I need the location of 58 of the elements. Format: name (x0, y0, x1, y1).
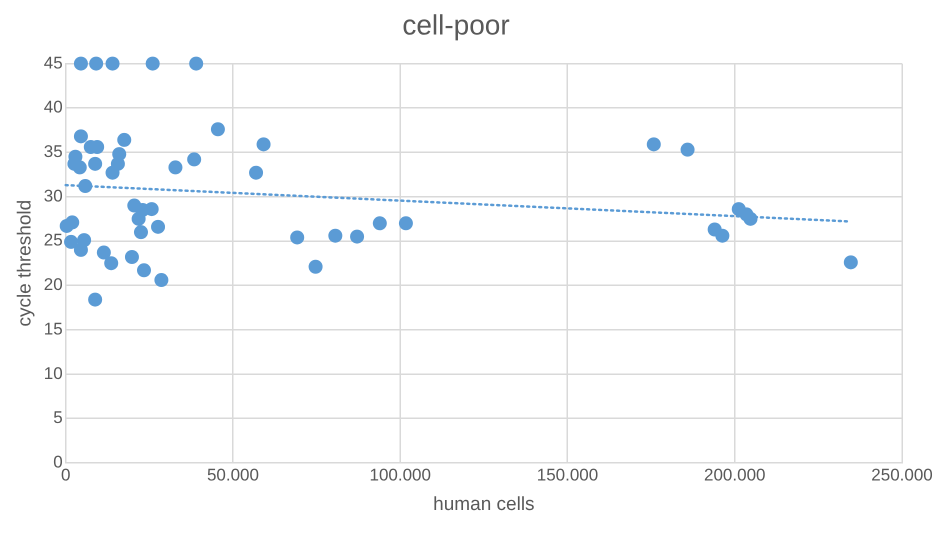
y-tick-label: 35 (44, 142, 63, 161)
point (151, 220, 166, 234)
point (106, 56, 120, 71)
x-tick-label: 150.000 (536, 466, 598, 485)
point (680, 142, 695, 157)
point (256, 137, 271, 152)
point (65, 215, 80, 230)
point (210, 122, 225, 136)
point (350, 230, 364, 244)
point (844, 255, 858, 270)
y-tick-label: 25 (44, 230, 63, 250)
point (117, 132, 132, 147)
point (77, 233, 92, 248)
point (743, 212, 758, 226)
y-tick-label: 30 (44, 186, 63, 206)
point (74, 56, 88, 71)
point (74, 129, 88, 144)
point (144, 202, 159, 216)
y-axis-title: cycle threshold (14, 200, 36, 327)
point (104, 256, 118, 270)
y-tick-label: 10 (44, 364, 63, 383)
point (290, 230, 304, 244)
point (168, 160, 182, 174)
y-tick-label: 40 (44, 98, 63, 117)
point (249, 166, 264, 180)
x-tick-label: 250.000 (871, 466, 933, 485)
x-tick-label: 100.000 (370, 466, 431, 485)
point (646, 137, 661, 152)
y-tick-label: 15 (44, 319, 63, 338)
y-tick-label: 20 (44, 275, 63, 294)
point (78, 179, 92, 194)
chart-title: cell-poor (402, 10, 510, 41)
point (372, 216, 387, 230)
point (134, 225, 148, 240)
x-tick-label: 50.000 (206, 466, 259, 485)
y-tick-label: 45 (44, 53, 63, 72)
point (124, 250, 139, 264)
point (89, 56, 104, 71)
point (64, 234, 78, 249)
x-axis-title: human cells (433, 494, 535, 515)
x-tick-label: 200.000 (704, 466, 766, 485)
point (88, 292, 102, 307)
point (154, 273, 168, 288)
point (88, 156, 102, 171)
point (189, 56, 204, 71)
point (308, 260, 323, 274)
point (96, 246, 111, 260)
point (72, 160, 87, 174)
point (106, 166, 120, 180)
point (328, 228, 342, 243)
point (398, 216, 413, 230)
point (187, 152, 202, 166)
y-tick-label: 0 (53, 452, 63, 472)
point (132, 212, 146, 226)
point (715, 228, 730, 243)
point (146, 56, 160, 71)
y-tick-label: 5 (53, 408, 63, 428)
point (136, 263, 151, 278)
